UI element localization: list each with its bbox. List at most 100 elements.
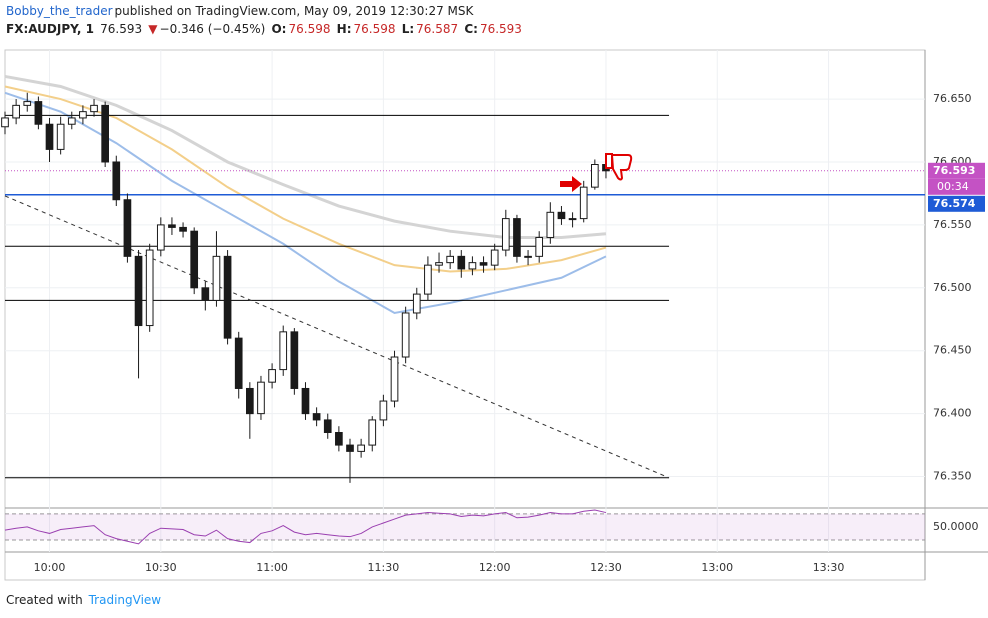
- x-tick-label: 12:30: [590, 561, 622, 574]
- x-tick-label: 10:30: [145, 561, 177, 574]
- header-line-1: Bobby_the_trader published on TradingView…: [6, 4, 475, 18]
- candle-body: [546, 211, 555, 238]
- candle-body: [90, 104, 98, 113]
- candle-body: [424, 264, 432, 295]
- candle-body: [1, 117, 9, 128]
- header-line-2: FX:AUDJPY, 1 76.593 ▼ −0.346 (−0.45%) O: 7…: [6, 22, 524, 36]
- candle-body: [457, 255, 466, 270]
- price-tag: [928, 162, 985, 179]
- candle-body: [323, 419, 332, 434]
- candle-body: [56, 123, 65, 150]
- c-label: C:: [464, 22, 478, 36]
- candle-body: [368, 419, 377, 446]
- candle-body: [268, 369, 276, 383]
- candle-body: [379, 400, 388, 421]
- x-tick-label: 13:00: [701, 561, 733, 574]
- candle-body: [301, 387, 310, 415]
- created-with: Created with: [6, 593, 83, 607]
- candle-body: [12, 104, 20, 119]
- x-tick-label: 12:00: [479, 561, 511, 574]
- candle-body: [435, 262, 443, 266]
- candle-body: [513, 218, 521, 257]
- y-tick-label: 76.650: [933, 92, 972, 105]
- candle-body: [45, 123, 54, 150]
- candle-body: [79, 111, 87, 119]
- candle-body: [190, 230, 199, 289]
- candle-body: [446, 255, 454, 264]
- rsi-line: [4, 509, 607, 545]
- published: published on TradingView.com, May 09, 20…: [114, 4, 474, 18]
- x-tick-label: 13:30: [813, 561, 845, 574]
- candle-body: [568, 218, 577, 221]
- y-tick-label: 76.400: [933, 407, 972, 420]
- l-label: L:: [401, 22, 415, 36]
- candle-body: [156, 224, 165, 251]
- candle-body: [346, 444, 354, 452]
- candle-body: [524, 255, 532, 258]
- candle-body: [179, 226, 187, 232]
- candle-body: [279, 331, 288, 371]
- l-value: 76.587: [416, 22, 459, 36]
- candle-body: [123, 199, 132, 257]
- candle-body: [557, 211, 566, 220]
- candle-body: [67, 117, 76, 125]
- candle-body: [168, 224, 176, 228]
- h-label: H:: [336, 22, 352, 36]
- rsi-tick-label: 50.0000: [933, 520, 979, 533]
- layer: 76.35076.40076.45076.50076.55076.60076.6…: [1, 50, 985, 574]
- candle-body: [579, 186, 588, 220]
- candle-body: [257, 381, 265, 415]
- level-tag-label: 76.574: [933, 197, 976, 210]
- candle-body: [34, 101, 43, 125]
- y-tick-label: 76.500: [933, 281, 972, 294]
- candle-body: [101, 104, 109, 163]
- candle-body: [390, 356, 399, 402]
- brand[interactable]: TradingView: [88, 593, 162, 607]
- countdown-tag: [928, 178, 985, 195]
- candle-body: [401, 312, 410, 358]
- candle-body: [591, 164, 599, 188]
- y-tick-label: 76.550: [933, 218, 972, 231]
- h-value: 76.598: [353, 22, 396, 36]
- candle-body: [223, 255, 232, 339]
- x-tick-label: 11:00: [256, 561, 288, 574]
- candle-body: [234, 337, 243, 389]
- candle-body: [490, 249, 499, 266]
- o-value: 76.598: [288, 22, 331, 36]
- y-tick-label: 76.450: [933, 344, 972, 357]
- footer: Created with TradingView: [6, 593, 163, 607]
- y-tick-label: 76.350: [933, 470, 972, 483]
- candle-body: [501, 218, 510, 251]
- plot-frame: [4, 49, 926, 581]
- thumb-down-icon: [605, 153, 633, 181]
- candle-body: [312, 413, 321, 421]
- x-tick-label: 11:30: [368, 561, 400, 574]
- change-arrow: ▼: [148, 22, 158, 36]
- trend-line: [4, 195, 670, 479]
- arrow-annotation: [560, 176, 582, 192]
- level-tag: [928, 195, 985, 212]
- candle-body: [290, 331, 299, 389]
- candle-body: [112, 161, 121, 201]
- candle-body: [357, 444, 365, 452]
- last: 76.593: [100, 22, 143, 36]
- rsi-band-fill: [5, 513, 925, 540]
- price-tag-label: 76.593: [933, 164, 975, 177]
- c-value: 76.593: [479, 22, 522, 36]
- change: −0.346 (−0.45%): [159, 22, 266, 36]
- symbol: FX:AUDJPY, 1: [6, 22, 94, 36]
- candle-body: [479, 262, 488, 266]
- candle-body: [335, 432, 343, 446]
- author[interactable]: Bobby_the_trader: [6, 4, 113, 18]
- countdown-label: 00:34: [937, 180, 969, 193]
- candle-body: [246, 387, 254, 415]
- candle-body: [201, 287, 210, 301]
- candle-body: [535, 236, 544, 257]
- candle-body: [145, 249, 154, 327]
- candle-body: [23, 101, 32, 106]
- o-label: O:: [271, 22, 287, 36]
- candle-body: [212, 255, 221, 301]
- candle-body: [134, 255, 143, 327]
- x-tick-label: 10:00: [34, 561, 66, 574]
